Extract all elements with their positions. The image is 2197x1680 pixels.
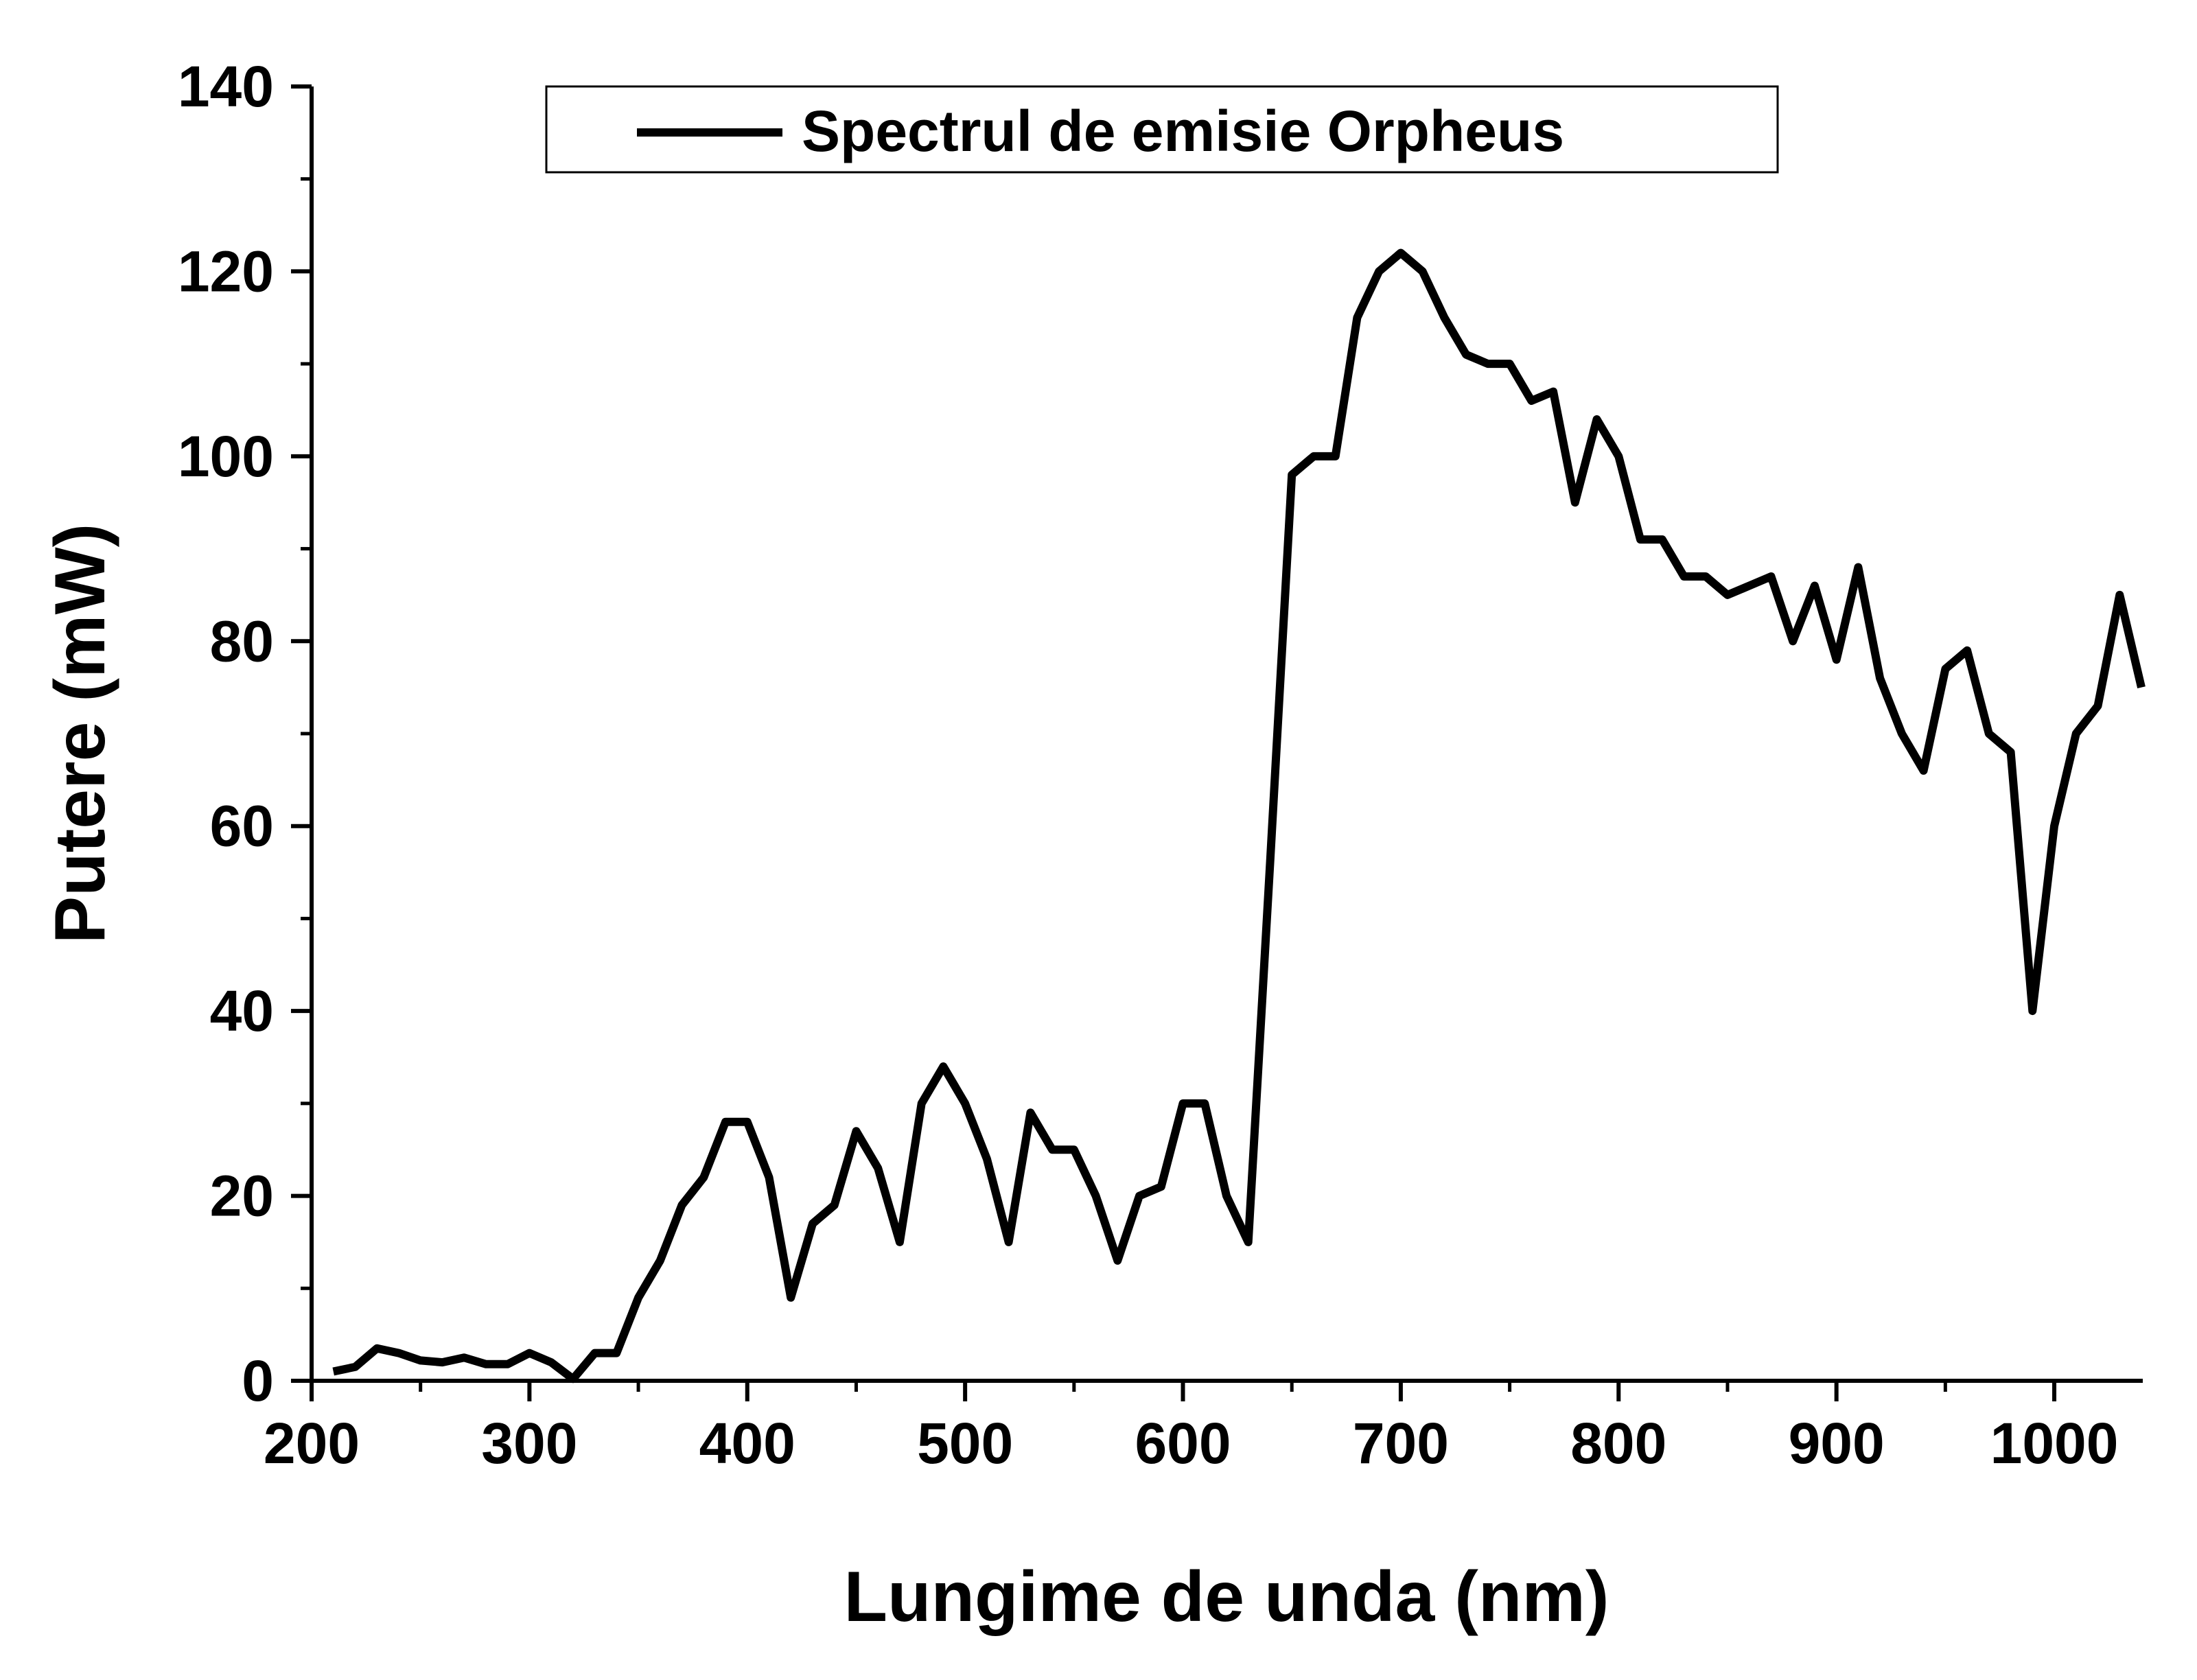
x-tick-label: 200	[264, 1411, 360, 1475]
legend-label: Spectrul de emisie Orpheus	[802, 99, 1564, 163]
x-tick-label: 900	[1789, 1411, 1885, 1475]
x-tick-label: 700	[1353, 1411, 1449, 1475]
y-tick-label: 120	[178, 239, 274, 303]
series-line	[332, 248, 2146, 1384]
y-tick-label: 80	[210, 609, 274, 673]
y-tick-label: 60	[210, 794, 274, 859]
legend: Spectrul de emisie Orpheus	[545, 85, 1779, 174]
series-layer	[332, 248, 2146, 1384]
x-tick-label: 500	[917, 1411, 1013, 1475]
x-tick-label: 400	[699, 1411, 795, 1475]
y-tick-label: 0	[242, 1349, 274, 1413]
y-tick-label: 20	[210, 1164, 274, 1228]
y-tick-label: 140	[178, 54, 274, 119]
x-tick-label: 1000	[1990, 1411, 2119, 1475]
x-tick-label: 800	[1570, 1411, 1666, 1475]
axis-ticks: 200 300 400 500 600 700 800 900 1000 0 20 40 60 80 100…	[178, 54, 2119, 1475]
x-tick-label: 600	[1135, 1411, 1231, 1475]
y-tick-label: 40	[210, 979, 274, 1043]
y-axis-label: Putere (mW)	[40, 524, 120, 944]
y-tick-label: 100	[178, 424, 274, 489]
x-tick-label: 300	[481, 1411, 577, 1475]
x-axis-label: Lungime de unda (nm)	[844, 1557, 1609, 1637]
